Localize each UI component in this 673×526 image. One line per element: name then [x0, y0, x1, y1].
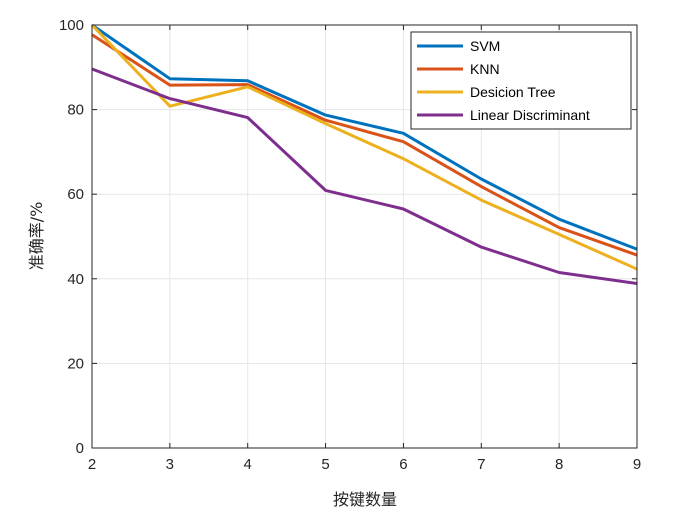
x-axis-label: 按键数量: [333, 490, 397, 509]
legend-label-3: Linear Discriminant: [470, 107, 590, 123]
legend-label-2: Desicion Tree: [470, 84, 556, 100]
y-tick-label: 0: [76, 440, 84, 457]
series-line-1: [91, 33, 638, 257]
x-tick-label: 2: [88, 456, 96, 473]
x-tick-label: 9: [633, 456, 641, 473]
y-tick-label: 40: [67, 271, 84, 288]
legend-label-0: SVM: [470, 38, 500, 54]
y-tick-label: 60: [67, 186, 84, 203]
legend-box: [410, 31, 632, 130]
y-axis-label: 准确率/%: [27, 202, 46, 271]
x-tick-label: 7: [477, 456, 485, 473]
x-tick-label: 3: [166, 456, 174, 473]
series-line-0: [91, 23, 638, 251]
y-tick-label: 100: [59, 17, 84, 34]
axes: [91, 24, 638, 449]
series-group: [90, 23, 638, 285]
axes-box: [91, 24, 638, 449]
y-tick-label: 20: [67, 355, 84, 372]
series-line-3: [91, 67, 638, 285]
x-tick-label: 5: [321, 456, 329, 473]
legend: SVM KNN Desicion Tree Linear Discriminant: [410, 31, 632, 130]
y-tick-label: 80: [67, 102, 84, 119]
x-tick-label: 8: [555, 456, 563, 473]
x-tick-label: 6: [399, 456, 407, 473]
ticks: 2 3 4 5 6 7 8 9 0 20 40 60 80 100: [59, 17, 641, 473]
x-tick-label: 4: [244, 456, 252, 473]
legend-label-1: KNN: [470, 61, 500, 77]
